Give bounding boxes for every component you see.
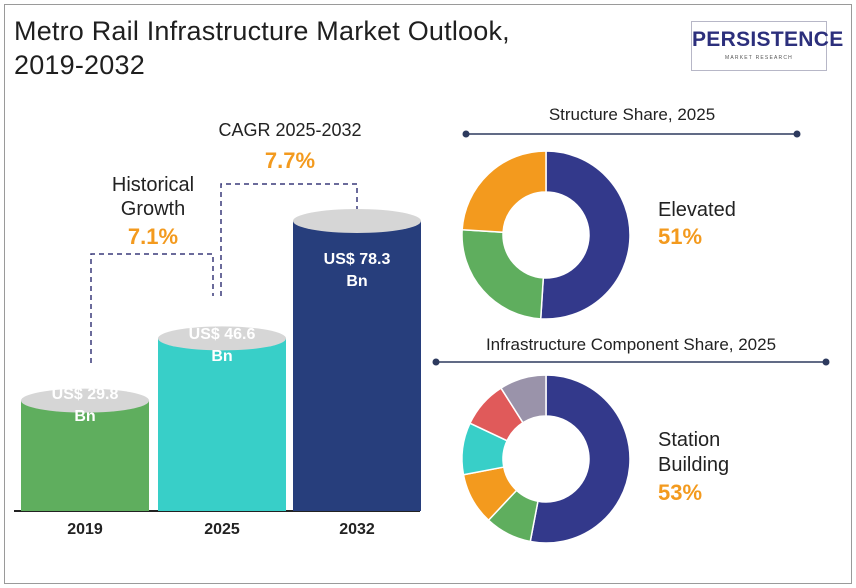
elevated-label: Elevated (658, 199, 736, 221)
cagr-connector (220, 183, 358, 296)
bar-2025 (158, 338, 286, 511)
bar-series (21, 209, 421, 511)
bar-value-label-2025-line1: US$ 46.6 (189, 326, 256, 343)
component-header-dot-left (432, 358, 440, 366)
bar-cap-2025 (158, 326, 286, 351)
tick-label-2032: 2032 (339, 521, 375, 538)
persistence-logo: PERSISTENCE MARKET RESEARCH (691, 21, 844, 71)
bar-2032 (293, 221, 421, 511)
structure-slice-1 (461, 228, 545, 320)
structure-slice-2 (461, 150, 547, 234)
component-share-title: Infrastructure Component Share, 2025 (486, 335, 776, 354)
component-header-bg (446, 330, 816, 354)
bar-cap-2032 (293, 209, 421, 233)
station-label-line1: Station (658, 429, 720, 451)
tick-label-2019: 2019 (67, 521, 103, 538)
cagr-value: 7.7% (265, 148, 315, 173)
page-title: Metro Rail Infrastructure Market Outlook… (14, 14, 654, 82)
bar-value-label-2032-line1: US$ 78.3 (324, 251, 391, 268)
station-label-line2: Building (658, 454, 729, 476)
historical-label-2: Growth (121, 198, 185, 220)
structure-header-bg (516, 100, 750, 124)
station-value: 53% (658, 480, 702, 505)
structure-share-title: Structure Share, 2025 (549, 105, 715, 124)
logo-wordmark: PERSISTENCE (692, 28, 844, 51)
tick-label-2025: 2025 (204, 521, 240, 538)
component-donut (461, 374, 631, 544)
component-slice-0 (529, 374, 631, 544)
title-line-2: 2019-2032 (14, 50, 145, 80)
title-line-1: Metro Rail Infrastructure Market Outlook… (14, 16, 510, 46)
component-slice-5 (499, 374, 547, 424)
structure-donut (461, 150, 631, 320)
bar-cap-2019 (21, 388, 149, 413)
structure-slice-0 (539, 150, 631, 320)
bar-value-label-2019-line1: US$ 29.8 (52, 386, 119, 403)
structure-share-header: Structure Share, 2025 (462, 100, 801, 138)
bar-value-label-2032-line2: Bn (346, 273, 367, 290)
elevated-value: 51% (658, 224, 702, 249)
structure-header-dot-left (462, 130, 470, 138)
component-share-header: Infrastructure Component Share, 2025 (432, 330, 830, 366)
historical-connector (90, 253, 214, 363)
bar-value-label-2025-line2: Bn (211, 348, 232, 365)
historical-growth-value: 7.1% (128, 224, 178, 249)
cagr-label: CAGR 2025-2032 (218, 120, 361, 140)
historical-label-1: Historical (112, 174, 194, 196)
bar-value-label-2019-line2: Bn (74, 408, 95, 425)
logo-tagline: MARKET RESEARCH (725, 55, 793, 61)
bar-2019 (21, 400, 149, 511)
structure-header-dot-right (793, 130, 801, 138)
component-header-dot-right (822, 358, 830, 366)
